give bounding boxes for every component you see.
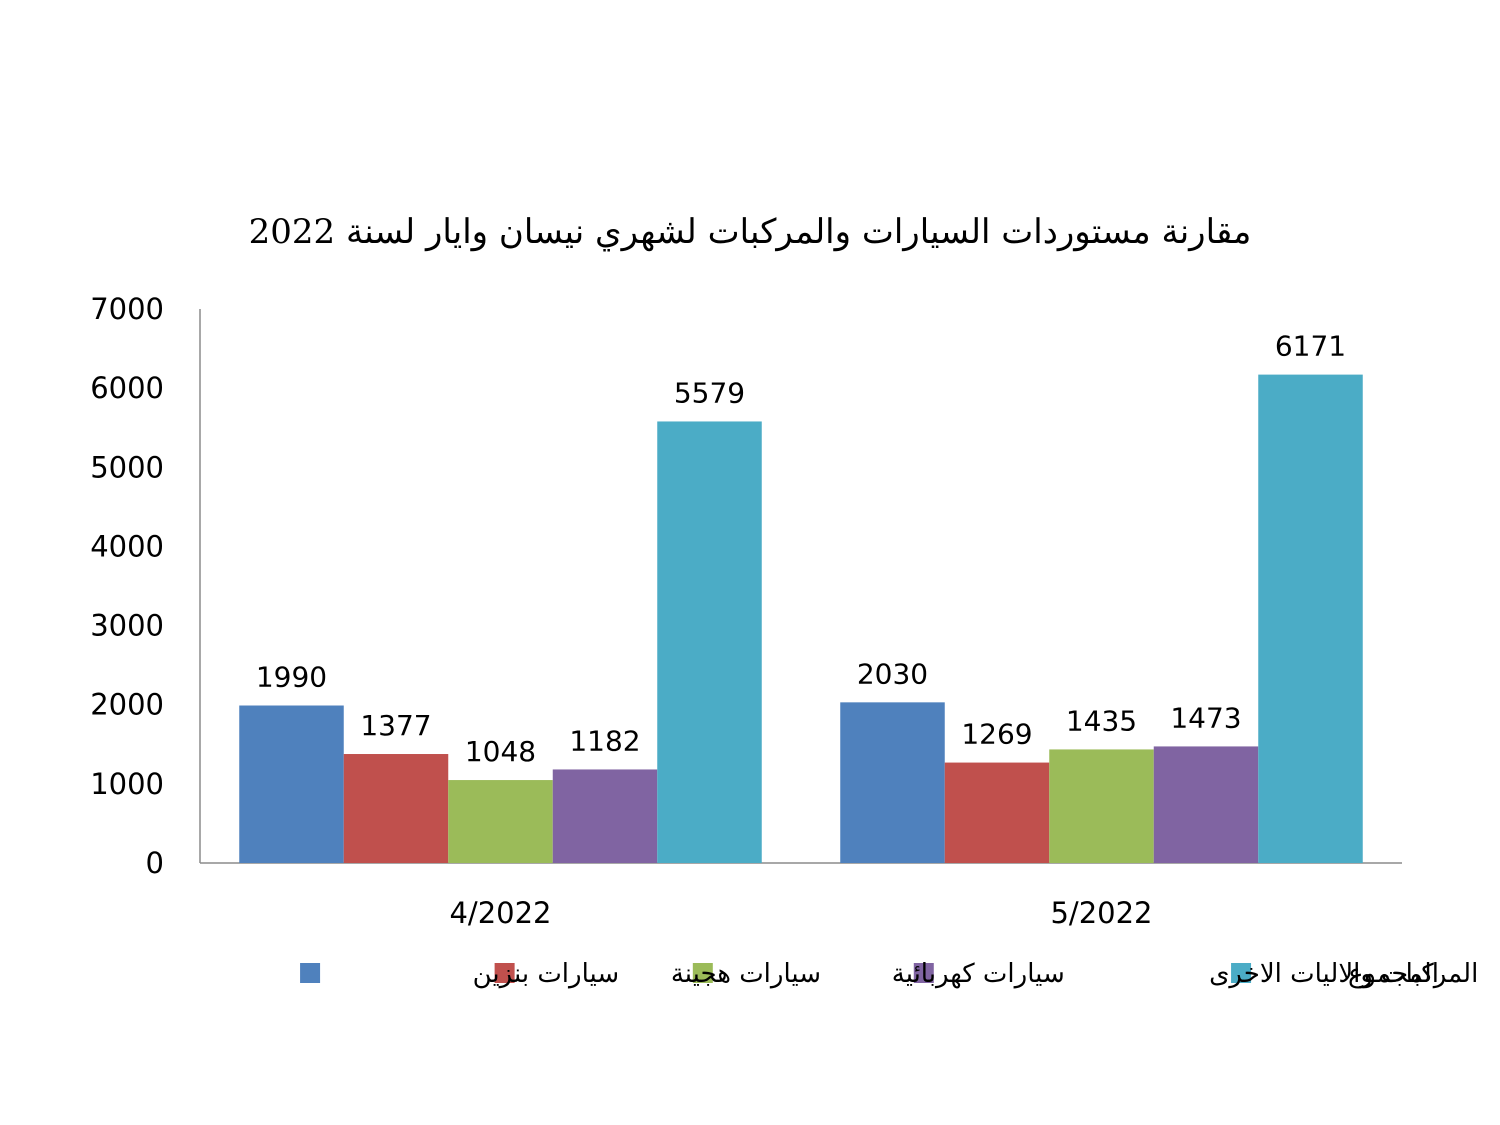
- y-tick-label: 2000: [90, 688, 164, 722]
- data-labels: 1990 1377 1048 1182 5579 2030 1269 1435 1473 6171: [256, 330, 1346, 768]
- y-tick-label: 4000: [90, 529, 164, 563]
- legend-label: المجموع: [1348, 959, 1439, 989]
- bar: [657, 421, 762, 863]
- bar: [1153, 746, 1259, 863]
- bars: [239, 374, 1363, 863]
- data-label: 1269: [961, 718, 1032, 751]
- legend-label: سيارات كهربائية: [892, 959, 1065, 989]
- legend-swatch: [692, 963, 713, 983]
- bar: [1049, 749, 1154, 863]
- legend-label: سيارات هجينة: [671, 959, 821, 989]
- bar: [944, 762, 1050, 863]
- bar: [239, 705, 344, 863]
- y-tick-label: 6000: [90, 371, 164, 405]
- data-label: 6171: [1275, 330, 1346, 363]
- data-label: 1048: [465, 735, 536, 768]
- legend-label: سيارات بنزين: [473, 959, 620, 989]
- x-category-label: 4/2022: [449, 896, 551, 930]
- y-tick-label: 0: [146, 846, 164, 880]
- y-tick-label: 5000: [90, 450, 164, 484]
- y-tick-label: 7000: [90, 292, 164, 326]
- data-label: 5579: [674, 376, 745, 409]
- bar: [552, 769, 658, 863]
- data-label: 1182: [569, 724, 640, 757]
- legend-swatch: [494, 963, 515, 983]
- bar: [448, 780, 553, 863]
- y-tick-label: 3000: [90, 609, 164, 643]
- chart-title: مقارنة مستوردات السيارات والمركبات لشهري…: [249, 212, 1252, 252]
- data-label: 1377: [360, 709, 431, 742]
- x-category-label: 5/2022: [1050, 896, 1152, 930]
- legend-swatch: [1231, 963, 1252, 983]
- data-label: 1990: [256, 661, 327, 694]
- bar: [343, 754, 449, 863]
- axes: 0 1000 2000 3000 4000 5000 6000 7000 4/2022 5/202…: [90, 292, 1402, 930]
- y-tick-label: 1000: [90, 767, 164, 801]
- data-label: 2030: [857, 657, 928, 690]
- bar: [1258, 374, 1363, 863]
- legend-swatch: [300, 963, 321, 983]
- data-label: 1435: [1066, 704, 1137, 737]
- bar: [840, 702, 945, 863]
- legend-swatch: [913, 963, 934, 983]
- data-label: 1473: [1170, 701, 1241, 734]
- legend-label: المركبات والاليات الاخرى: [1209, 959, 1478, 989]
